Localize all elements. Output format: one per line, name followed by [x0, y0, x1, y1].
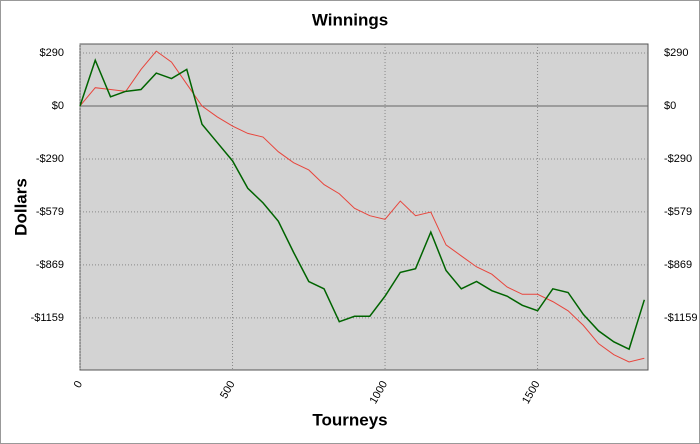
- series-line: [79, 50, 645, 363]
- y-tick-label: -$579: [36, 206, 64, 218]
- y-tick-label: -$1159: [31, 312, 64, 324]
- plot-area: [79, 43, 649, 371]
- series-line: [79, 58, 646, 351]
- y2-tick-label: -$869: [664, 259, 692, 271]
- y-tick-label: -$290: [36, 153, 64, 165]
- x-axis-label: Tourneys: [312, 410, 387, 429]
- chart-title: Winnings: [312, 10, 388, 29]
- y2-tick-label: -$579: [664, 206, 692, 218]
- y-tick-label: $290: [40, 47, 64, 59]
- y-tick-label: $0: [52, 100, 64, 112]
- y-tick-label: -$869: [36, 259, 64, 271]
- y2-tick-label: -$1159: [664, 312, 697, 324]
- x-tick-label: 0: [72, 379, 85, 390]
- y-axis-label: Dollars: [11, 178, 30, 236]
- y2-tick-label: -$290: [664, 153, 692, 165]
- y2-tick-label: $0: [664, 100, 676, 112]
- y2-tick-label: $290: [664, 47, 688, 59]
